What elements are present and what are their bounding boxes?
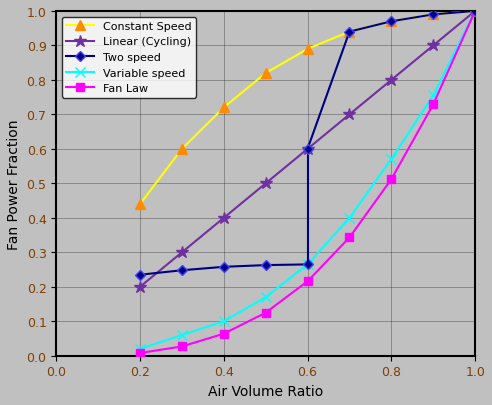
Linear (Cycling) bbox=[137, 285, 143, 290]
Variable speed bbox=[263, 295, 269, 300]
Constant Speed bbox=[137, 202, 143, 207]
Variable speed bbox=[430, 94, 436, 99]
Constant Speed bbox=[179, 147, 185, 152]
Variable speed bbox=[137, 347, 143, 352]
Line: Fan Law: Fan Law bbox=[136, 8, 479, 357]
Constant Speed bbox=[346, 30, 352, 35]
Variable speed bbox=[221, 319, 227, 324]
Two speed bbox=[346, 30, 352, 35]
Fan Law bbox=[221, 331, 227, 336]
Legend: Constant Speed, Linear (Cycling), Two speed, Variable speed, Fan Law: Constant Speed, Linear (Cycling), Two sp… bbox=[62, 17, 196, 98]
Linear (Cycling) bbox=[179, 250, 185, 255]
Line: Variable speed: Variable speed bbox=[135, 7, 480, 354]
Two speed bbox=[305, 147, 310, 152]
Fan Law bbox=[137, 351, 143, 356]
Constant Speed bbox=[305, 47, 310, 52]
Line: Two speed: Two speed bbox=[304, 9, 479, 153]
Linear (Cycling) bbox=[346, 113, 352, 117]
Constant Speed bbox=[472, 9, 478, 14]
Variable speed bbox=[388, 158, 394, 162]
Two speed bbox=[388, 20, 394, 25]
Linear (Cycling) bbox=[388, 78, 394, 83]
Constant Speed bbox=[221, 106, 227, 111]
Variable speed bbox=[179, 333, 185, 338]
Variable speed bbox=[472, 9, 478, 14]
Two speed bbox=[430, 13, 436, 18]
Two speed bbox=[472, 9, 478, 14]
Constant Speed bbox=[263, 71, 269, 76]
Fan Law bbox=[263, 311, 269, 315]
Linear (Cycling) bbox=[263, 181, 269, 186]
Y-axis label: Fan Power Fraction: Fan Power Fraction bbox=[7, 119, 21, 249]
Constant Speed bbox=[430, 13, 436, 18]
Variable speed bbox=[305, 262, 310, 267]
Linear (Cycling) bbox=[305, 147, 310, 152]
Fan Law bbox=[305, 279, 310, 284]
Linear (Cycling) bbox=[472, 9, 478, 14]
Line: Constant Speed: Constant Speed bbox=[135, 7, 480, 209]
Fan Law bbox=[179, 344, 185, 349]
Fan Law bbox=[388, 177, 394, 182]
Linear (Cycling) bbox=[430, 44, 436, 49]
Line: Linear (Cycling): Linear (Cycling) bbox=[134, 6, 481, 293]
Variable speed bbox=[346, 216, 352, 221]
Constant Speed bbox=[388, 20, 394, 25]
Fan Law bbox=[346, 235, 352, 240]
Fan Law bbox=[430, 103, 436, 108]
Fan Law bbox=[472, 9, 478, 14]
X-axis label: Air Volume Ratio: Air Volume Ratio bbox=[208, 384, 323, 398]
Linear (Cycling) bbox=[221, 216, 227, 221]
